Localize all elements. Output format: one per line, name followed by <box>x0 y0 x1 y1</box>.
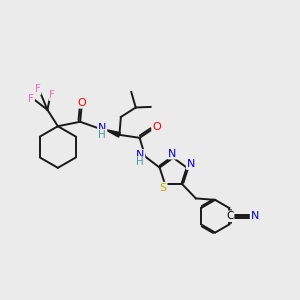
Text: O: O <box>77 98 86 108</box>
Text: C: C <box>226 211 234 221</box>
Text: N: N <box>98 123 106 133</box>
Text: F: F <box>28 94 34 104</box>
Polygon shape <box>105 130 120 137</box>
Text: N: N <box>187 159 195 169</box>
Text: N: N <box>168 148 176 159</box>
Text: H: H <box>98 130 106 140</box>
Text: F: F <box>35 84 41 94</box>
Text: N: N <box>251 211 259 221</box>
Text: N: N <box>136 150 144 160</box>
Text: O: O <box>152 122 161 131</box>
Text: S: S <box>160 183 167 193</box>
Text: H: H <box>136 157 144 167</box>
Text: F: F <box>49 90 55 100</box>
